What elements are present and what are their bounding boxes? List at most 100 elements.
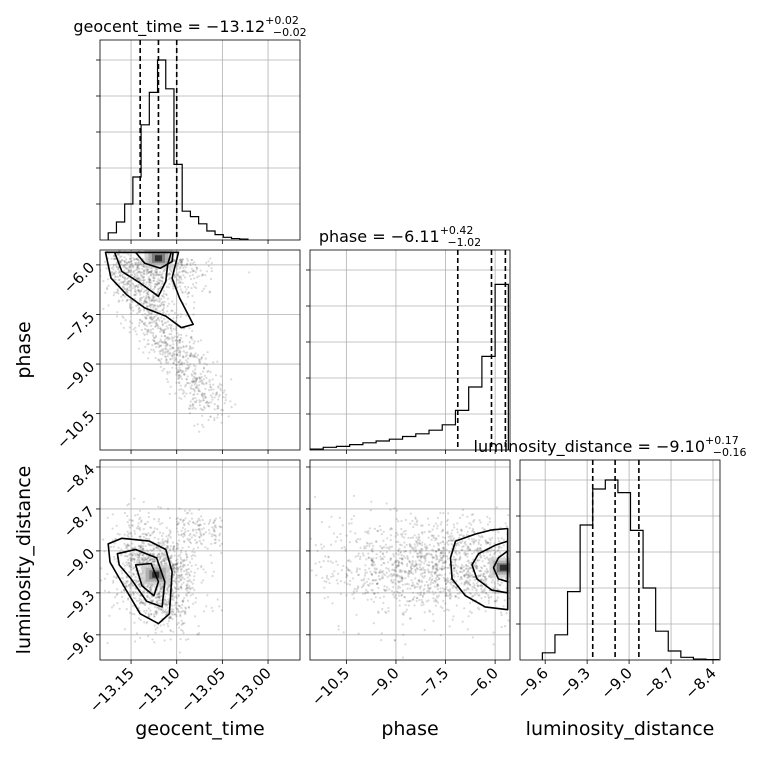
scatter-point (438, 573, 441, 576)
scatter-point (422, 603, 425, 606)
scatter-point (497, 591, 500, 594)
scatter-point (364, 592, 367, 595)
scatter-point (347, 559, 350, 563)
scatter-point (149, 552, 152, 555)
scatter-point (204, 396, 207, 399)
scatter-point (460, 548, 463, 551)
scatter-point (320, 547, 323, 550)
scatter-point (201, 408, 204, 411)
scatter-point (435, 537, 438, 541)
scatter-point (173, 554, 176, 557)
scatter-point (390, 572, 393, 576)
scatter-point (389, 545, 392, 549)
scatter-point (464, 540, 467, 544)
scatter-point (465, 525, 468, 528)
scatter-point (479, 547, 482, 550)
scatter-point (196, 276, 199, 279)
scatter-point (224, 393, 228, 396)
scatter-point (113, 257, 116, 260)
scatter-point (210, 396, 214, 399)
scatter-point (140, 320, 143, 323)
scatter-point (352, 597, 355, 600)
scatter-point (139, 636, 142, 640)
scatter-point (139, 516, 142, 519)
contour-line (113, 251, 172, 298)
scatter-point (142, 548, 145, 551)
scatter-point (397, 563, 400, 566)
scatter-point (178, 381, 181, 384)
scatter-point (366, 531, 369, 534)
scatter-point (179, 359, 182, 362)
scatter-point (467, 568, 470, 571)
scatter-point (136, 556, 139, 559)
scatter-point (199, 269, 202, 272)
scatter-point (157, 505, 160, 508)
scatter-point (443, 576, 446, 579)
scatter-point (138, 270, 141, 273)
scatter-point (159, 360, 162, 363)
scatter-point (131, 271, 135, 274)
scatter-point (144, 327, 147, 331)
scatter-point (378, 571, 381, 574)
scatter-point (103, 550, 106, 553)
scatter-point (148, 247, 150, 249)
scatter-point (138, 279, 141, 282)
scatter-point (146, 305, 149, 308)
scatter-point (181, 622, 184, 625)
scatter-point (178, 396, 181, 399)
scatter-point (138, 306, 141, 310)
scatter-point (192, 307, 195, 310)
scatter-point (163, 317, 166, 320)
scatter-point (442, 540, 445, 544)
scatter-point (180, 628, 183, 632)
scatter-point (160, 555, 163, 558)
scatter-point (149, 278, 152, 282)
scatter-point (207, 418, 210, 422)
scatter-point (133, 558, 136, 561)
scatter-point (192, 521, 195, 524)
scatter-point (439, 556, 443, 560)
scatter-point (137, 556, 140, 559)
scatter-point (181, 559, 184, 562)
scatter-point (167, 353, 170, 356)
scatter-point (159, 271, 162, 274)
scatter-point (205, 363, 208, 366)
scatter-point (185, 367, 188, 370)
scatter-point (470, 611, 473, 614)
scatter-point (422, 589, 425, 592)
scatter-point (178, 368, 182, 371)
scatter-point (496, 550, 499, 553)
scatter-point (493, 585, 497, 588)
scatter-point (502, 544, 505, 547)
scatter-point (148, 281, 151, 284)
scatter-point (445, 592, 448, 596)
scatter-point (425, 580, 428, 584)
scatter-point (155, 613, 158, 616)
scatter-point (412, 547, 415, 550)
scatter-point (417, 579, 420, 582)
scatter-point (445, 578, 448, 581)
scatter-point (142, 556, 145, 559)
scatter-point (371, 559, 374, 563)
scatter-point (175, 563, 178, 566)
scatter-point (425, 548, 428, 551)
scatter-point (487, 541, 490, 545)
scatter-point (121, 259, 124, 262)
scatter-point (202, 579, 205, 582)
scatter-point (467, 583, 470, 586)
scatter-point (165, 293, 168, 296)
scatter-point (159, 586, 162, 589)
scatter-point (158, 555, 161, 558)
scatter-point (208, 380, 211, 383)
scatter-point (139, 263, 142, 266)
scatter-point (139, 572, 142, 575)
scatter-point (185, 354, 188, 357)
scatter-point (143, 338, 146, 341)
scatter-point (430, 553, 433, 557)
scatter-point (200, 375, 203, 379)
scatter-point (174, 571, 177, 574)
scatter-point (161, 542, 164, 545)
scatter-point (128, 257, 131, 260)
scatter-point (116, 288, 119, 291)
scatter-point (409, 565, 413, 568)
